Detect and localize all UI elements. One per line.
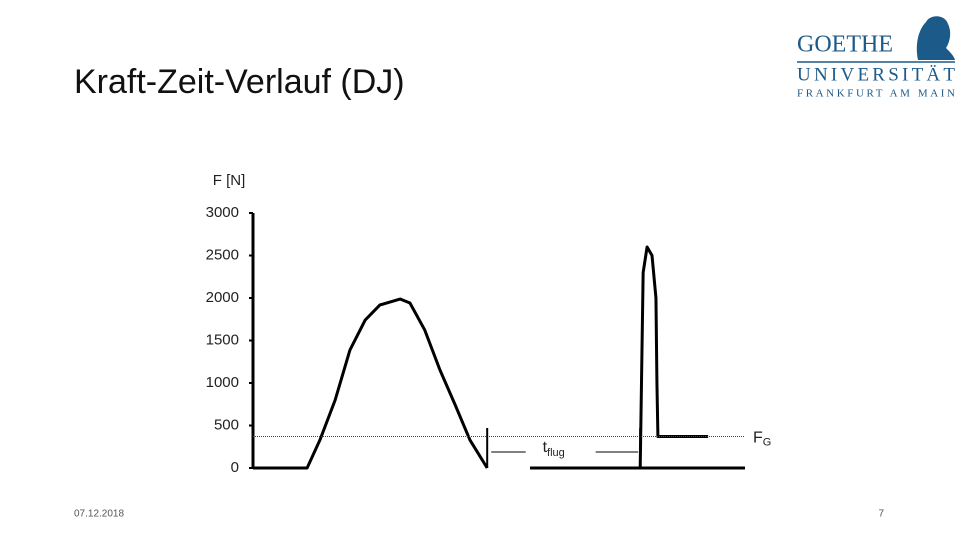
slide-title: Kraft-Zeit-Verlauf (DJ): [74, 63, 405, 101]
force-curve: [253, 245, 745, 470]
logo-line3: FRANKFURT AM MAIN: [797, 88, 955, 100]
date: 07.12.2018: [74, 509, 124, 520]
y-tick-label: 2000: [206, 289, 239, 306]
logo-line1: GOETHE: [797, 32, 893, 58]
logo-line2: UNIVERSITÄT: [797, 64, 955, 85]
y-tick-label: 0: [231, 459, 239, 476]
y-tick-label: 1000: [206, 374, 239, 391]
y-tick-label: 500: [214, 416, 239, 433]
reference-label: FG: [753, 430, 771, 449]
flight-label-sub: flug: [547, 447, 565, 459]
reference-label-main: F: [753, 430, 763, 447]
y-tick-label: 2500: [206, 246, 239, 263]
y-axis-label: F [N]: [213, 172, 246, 189]
y-tick-label: 1500: [206, 331, 239, 348]
page-number: 7: [878, 509, 884, 520]
reference-label-sub: G: [763, 436, 772, 448]
flight-label: tflug: [543, 439, 565, 459]
flight-label-main: t: [543, 439, 548, 456]
logo-portrait: [916, 16, 955, 60]
logo: GOETHE UNIVERSITÄT FRANKFURT AM MAIN: [797, 16, 955, 100]
y-tick-label: 3000: [206, 204, 239, 221]
